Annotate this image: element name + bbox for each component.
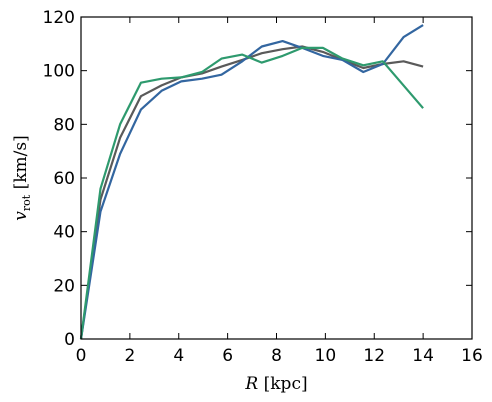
series-line-1 — [79, 45, 424, 340]
x-tick-label: 2 — [124, 346, 135, 366]
y-tick-label: 20 — [53, 276, 75, 296]
y-axis-label-var: v — [11, 211, 31, 221]
x-axis-label-unit: [kpc] — [258, 374, 307, 394]
series-line-3 — [79, 46, 424, 340]
x-tick-label: 4 — [173, 346, 184, 366]
ticks-layer — [80, 16, 473, 340]
plot-frame — [80, 16, 473, 340]
x-tick-label: 12 — [363, 346, 385, 366]
x-tick-label: 8 — [271, 346, 282, 366]
y-tick-label: 0 — [64, 330, 75, 350]
x-axis-label: R [kpc] — [244, 374, 307, 394]
x-tick-label: 6 — [222, 346, 233, 366]
x-axis-label-var: R — [244, 374, 258, 394]
x-tick-label: 0 — [76, 346, 87, 366]
y-axis-label: vrot [km/s] — [11, 135, 33, 220]
y-tick-label: 40 — [53, 223, 75, 243]
y-axis-label-unit: [km/s] — [11, 135, 31, 195]
y-axis-label-sub: rot — [20, 194, 33, 211]
x-tick-label: 14 — [412, 346, 434, 366]
y-tick-label: 120 — [43, 8, 75, 28]
series-line-2 — [79, 24, 424, 340]
series-layer — [79, 24, 424, 340]
x-tick-label: 10 — [315, 346, 337, 366]
y-tick-label: 60 — [53, 169, 75, 189]
y-tick-label: 100 — [43, 62, 75, 82]
tick-labels-layer: 0 2 4 6 8 10 12 14 16 0 20 40 60 80 100 120 — [43, 8, 483, 366]
x-tick-label: 16 — [461, 346, 483, 366]
y-tick-label: 80 — [53, 115, 75, 135]
